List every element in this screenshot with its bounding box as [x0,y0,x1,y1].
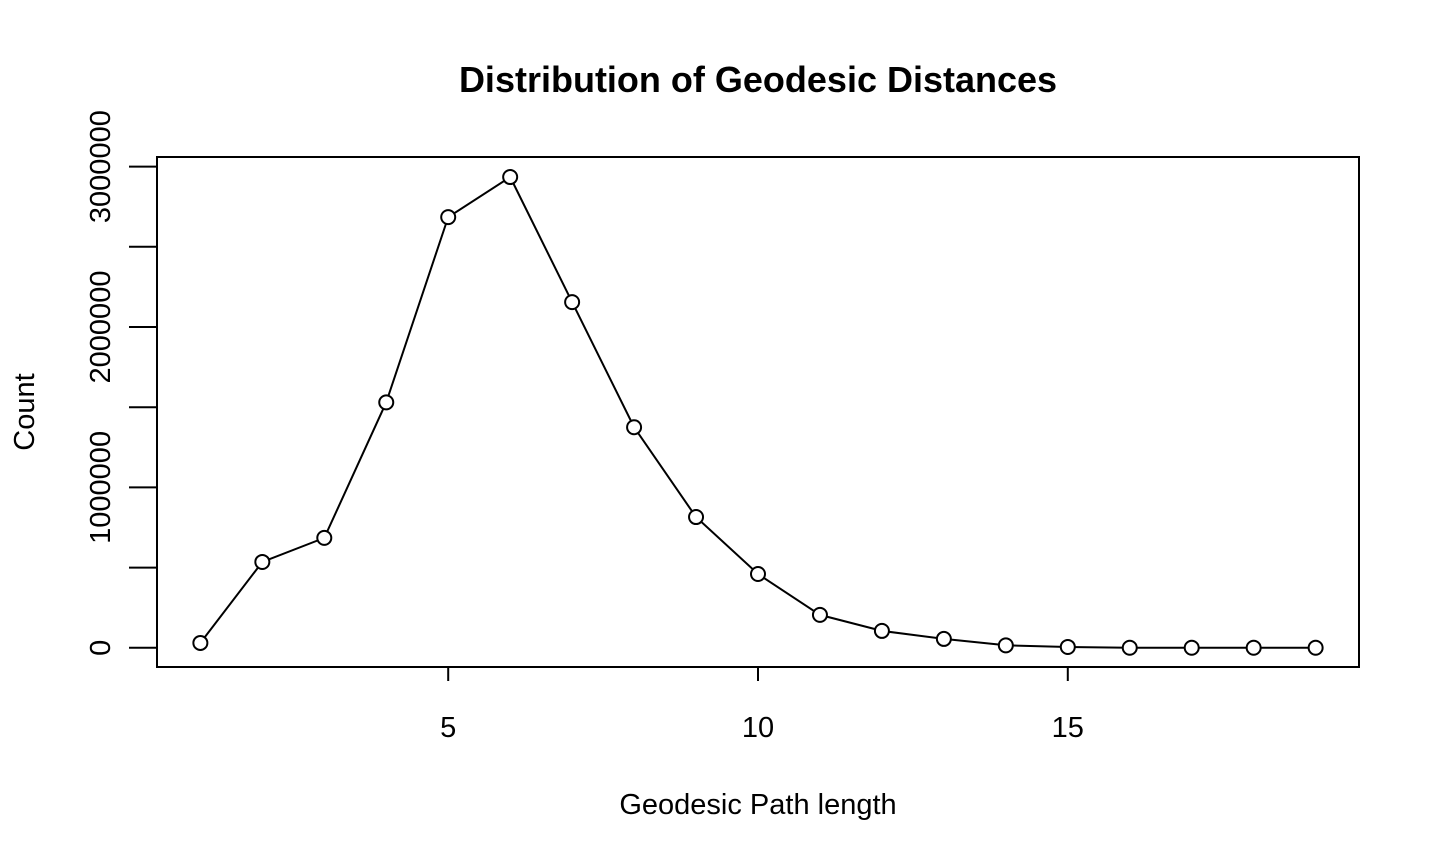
data-point [502,169,519,186]
y-tick-label: 3000000 [85,110,117,223]
chart-title: Distribution of Geodesic Distances [459,59,1057,100]
x-axis-label: Geodesic Path length [619,789,896,821]
data-point [626,419,643,436]
y-tick-label: 0 [85,640,117,656]
data-point [935,630,952,647]
data-point [750,565,766,582]
data-point [440,209,457,226]
data-point [873,622,890,639]
data-point [378,394,395,411]
data-point [316,529,333,546]
y-tick-label: 2000000 [85,271,117,384]
data-point [1183,639,1200,656]
data-point [688,509,705,526]
data-point [1059,638,1076,655]
y-axis-label: Count [9,373,41,450]
data-point [192,634,209,651]
y-tick-label: 1000000 [85,431,117,544]
data-points [192,169,1324,656]
x-tick-label: 5 [440,712,456,744]
data-point [254,553,271,570]
data-point [1307,639,1324,656]
data-point [811,606,828,623]
data-point [1121,639,1138,656]
data-point [1245,639,1262,656]
data-point [564,294,581,311]
x-axis: 5 10 15 [440,667,1084,744]
y-axis: 0 1000000 2000000 3000000 [85,110,157,656]
x-tick-label: 10 [742,712,774,744]
data-point [997,637,1014,654]
plot-frame [156,156,1360,668]
x-tick-label: 15 [1052,712,1084,744]
